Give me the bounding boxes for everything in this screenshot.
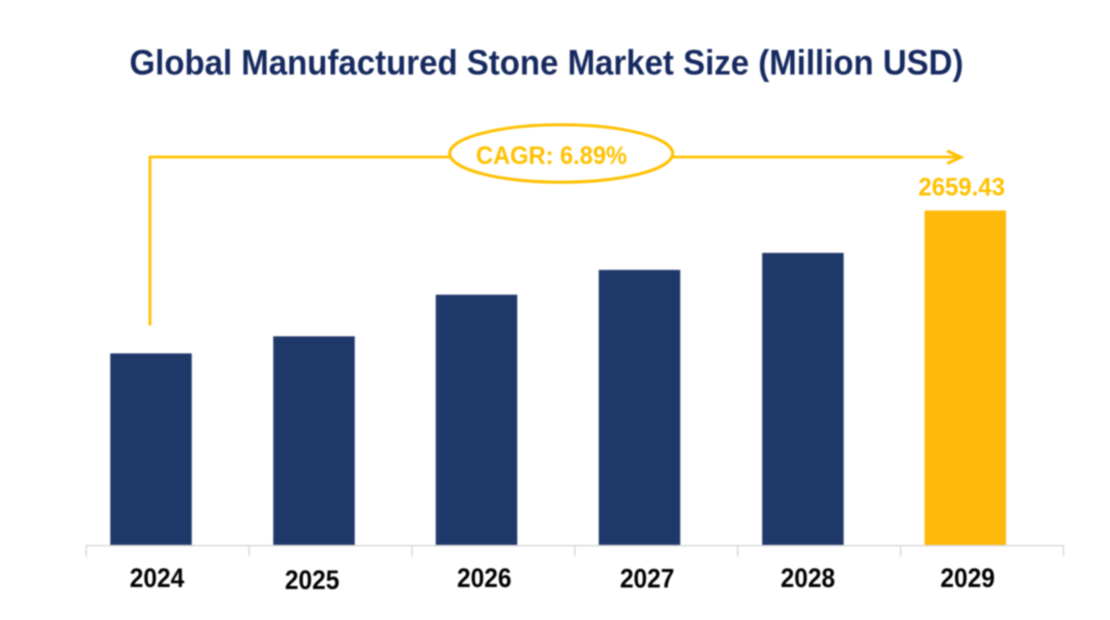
svg-text:2026: 2026 [457,563,512,593]
svg-text:2029: 2029 [940,563,995,593]
svg-text:2027: 2027 [620,564,675,594]
svg-text:Global Manufactured Stone Mark: Global Manufactured Stone Market Size (M… [130,42,964,82]
svg-text:2024: 2024 [130,563,185,593]
svg-text:2028: 2028 [781,563,836,593]
svg-text:2025: 2025 [285,565,340,595]
svg-text:2659.43: 2659.43 [918,174,1005,201]
svg-text:CAGR: 6.89%: CAGR: 6.89% [476,142,627,170]
